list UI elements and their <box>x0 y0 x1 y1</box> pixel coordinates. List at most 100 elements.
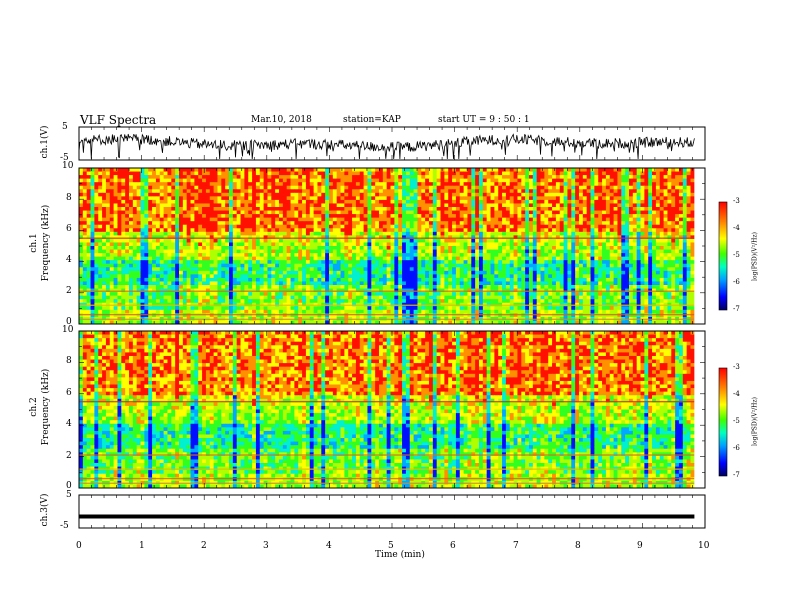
spec1-cell <box>159 207 165 211</box>
spec1-cell <box>659 189 664 194</box>
spec1-cell <box>398 217 403 222</box>
spec1-cell <box>298 210 303 215</box>
spec1-cell <box>163 267 168 272</box>
spec1-cell <box>325 199 330 204</box>
spec1-cell <box>252 231 257 236</box>
spec1-cell <box>567 238 572 243</box>
spec1-cell <box>117 246 122 250</box>
spec1-cell <box>682 242 688 247</box>
spec1-cell <box>402 189 407 194</box>
spec1-cell <box>632 196 638 201</box>
spec1-cell <box>671 203 676 208</box>
spec1-cell <box>528 242 534 247</box>
spec1-cell <box>155 199 161 204</box>
spec1-cell <box>575 253 580 258</box>
spec1-cell <box>140 242 145 247</box>
spec1-cell <box>632 207 638 211</box>
spec1-cell <box>102 175 107 180</box>
spec1-cell <box>567 224 572 229</box>
spec1-cell <box>567 207 572 211</box>
spec1-cell <box>232 235 238 240</box>
spec1-cell <box>132 260 138 265</box>
spec1-cell <box>98 270 103 275</box>
spec1-cell <box>79 238 84 243</box>
spec1-cell <box>117 224 122 229</box>
spec1-cell <box>225 192 230 197</box>
spec1-cell <box>125 256 130 261</box>
spec1-cell <box>382 175 388 180</box>
spec1-cell <box>586 217 591 222</box>
spec1-cell <box>102 217 107 222</box>
spec1-cell <box>667 207 672 211</box>
spec1-cell <box>79 185 84 190</box>
spec1-cell <box>94 178 99 183</box>
spec1-cell <box>432 256 438 261</box>
spec1-cell <box>317 221 322 226</box>
spec1-cell <box>413 210 418 215</box>
spec1-cell <box>305 196 311 201</box>
spec1-cell <box>682 267 688 272</box>
spec1-cell <box>221 224 226 229</box>
spec1-cell <box>394 207 399 211</box>
spec1-cell <box>140 253 145 258</box>
spec1-cell <box>671 171 676 176</box>
spec1-cell <box>225 182 230 187</box>
spec1-cell <box>225 256 230 261</box>
spec1-cell <box>440 242 445 247</box>
spec1-cell <box>625 238 630 243</box>
spec1-cell <box>352 224 357 229</box>
xtick-6: 6 <box>450 541 456 551</box>
spec1-cell <box>621 196 626 201</box>
spec1-cell <box>621 178 626 183</box>
spec1-cell <box>140 228 145 233</box>
spec1-cell <box>690 224 695 229</box>
spec1-cell <box>444 256 449 261</box>
spec1-cell <box>509 260 514 265</box>
spec1-cell <box>463 249 468 254</box>
spec1-cell <box>552 242 557 247</box>
spec1-cell <box>171 182 176 187</box>
spec1-cell <box>613 253 618 258</box>
spec1-cell <box>594 267 599 272</box>
spec1-cell <box>152 246 157 250</box>
spec1-cell <box>640 249 645 254</box>
spec1-cell <box>109 249 115 254</box>
spec1-cell <box>179 199 184 204</box>
spec1-cell <box>98 267 103 272</box>
spec1-cell <box>659 217 664 222</box>
spec1-cell <box>340 242 345 247</box>
spec1-cell <box>644 224 649 229</box>
spec1-cell <box>528 274 534 279</box>
spec1-cell <box>240 221 245 226</box>
spec1-cell <box>686 168 691 172</box>
spec1-cell <box>675 214 680 219</box>
spec1-cell <box>632 217 638 222</box>
spec1-cell <box>167 182 172 187</box>
spec1-cell <box>125 228 130 233</box>
spec1-cell <box>475 214 480 219</box>
spec1-cell <box>144 224 149 229</box>
spec1-cell <box>544 249 549 254</box>
spec1-cell <box>521 253 526 258</box>
spec1-cell <box>436 185 441 190</box>
spec1-cell <box>663 249 668 254</box>
spec1-cell <box>578 196 584 201</box>
spec1-cell <box>286 168 291 172</box>
spec1-cell <box>598 171 603 176</box>
spec1-cell <box>321 242 326 247</box>
spec1-cell <box>205 249 211 254</box>
spec1-cell <box>371 253 376 258</box>
spec1-cell <box>567 256 572 261</box>
spec1-cell <box>113 221 118 226</box>
spec1-cell <box>413 192 418 197</box>
spec1-cell <box>286 214 291 219</box>
spec1-cell <box>313 253 318 258</box>
spec1-cell <box>186 253 191 258</box>
spec1-cell <box>240 249 245 254</box>
spec1-cell <box>94 199 99 204</box>
spec1-cell <box>232 214 238 219</box>
spec1-cell <box>663 168 668 172</box>
spec1-cell <box>305 171 311 176</box>
spec1-cell <box>236 270 241 275</box>
spec1-cell <box>167 267 172 272</box>
